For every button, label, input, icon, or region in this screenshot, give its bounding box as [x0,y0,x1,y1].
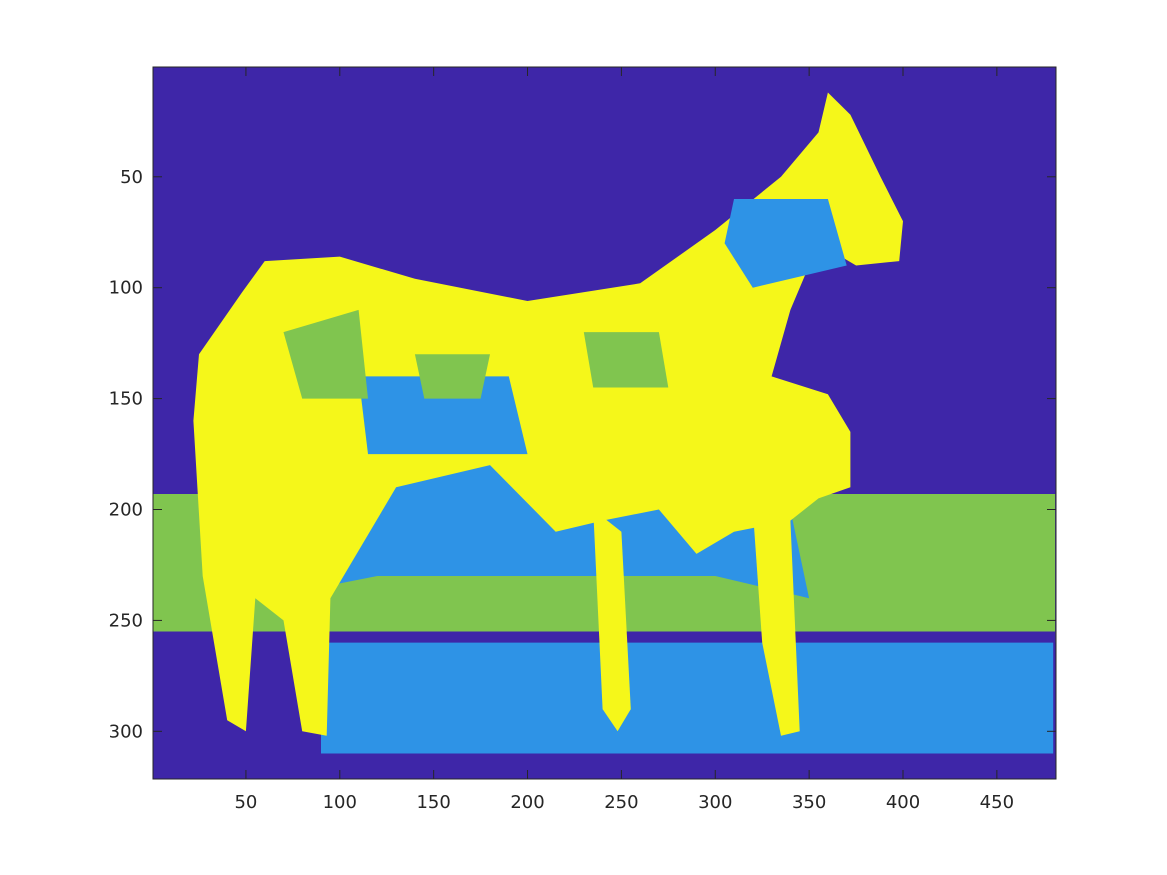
axes-box [152,66,1057,780]
x-tick-label: 50 [234,792,257,813]
region-green-patch-3 [414,354,490,399]
x-tick-label: 400 [886,792,920,813]
region-hind-leg [752,509,800,736]
y-tick-label: 250 [109,610,143,631]
y-tick-label: 150 [109,389,143,410]
region-green-patch-2 [583,332,669,388]
region-green-patch-1 [283,309,368,399]
x-tick-label: 200 [510,792,544,813]
segmentation-regions [153,67,1056,779]
x-tick-label: 350 [792,792,826,813]
heatmap-image [153,67,1056,779]
region-horse-body [193,92,903,736]
y-axis: 50 100 150 200 250 300 [109,167,1056,742]
region-blue-patch-2 [724,199,847,288]
y-tick-label: 100 [109,278,143,299]
region-blue-lower [321,642,1054,754]
x-tick-label: 300 [698,792,732,813]
region-blue-patch-1 [358,376,528,455]
region-front-leg [593,509,631,732]
y-tick-label: 300 [109,721,143,742]
x-axis: 50 100 150 200 250 300 350 400 450 [234,67,1014,813]
y-tick-label: 200 [109,500,143,521]
x-tick-label: 100 [323,792,357,813]
y-tick-label: 50 [120,167,143,188]
x-tick-label: 150 [416,792,450,813]
x-tick-label: 450 [980,792,1014,813]
x-tick-label: 250 [604,792,638,813]
